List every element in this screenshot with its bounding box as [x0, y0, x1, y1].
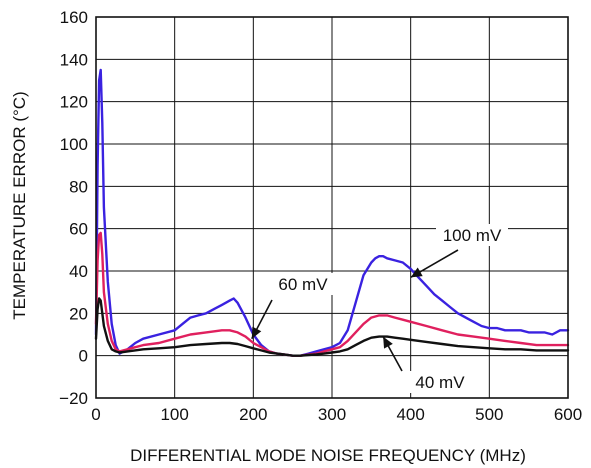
y-axis-title: TEMPERATURE ERROR (°C) [10, 91, 29, 319]
series-lines [94, 68, 570, 357]
y-tick-label: 80 [69, 177, 88, 196]
annotation-arrowhead [251, 326, 262, 339]
y-tick-label: −20 [59, 389, 88, 408]
plot-frame [95, 16, 569, 399]
y-tick-label: 40 [69, 262, 88, 281]
y-tick-label: 120 [60, 93, 88, 112]
x-tick-label: 0 [91, 405, 100, 424]
annotation-background [404, 371, 476, 393]
y-tick-label: 100 [60, 135, 88, 154]
y-tick-label: 20 [69, 304, 88, 323]
tick-labels: 0 100 200 300 400 500 600−20020406080100120140… [59, 8, 582, 424]
y-tick-label: 0 [79, 347, 88, 366]
annotation-background [436, 224, 508, 246]
series-label: 40 mV [415, 373, 465, 392]
series-line-40-mv [94, 297, 570, 357]
y-tick-label: 60 [69, 220, 88, 239]
x-tick-label: 100 [160, 405, 188, 424]
x-axis-title: DIFFERENTIAL MODE NOISE FREQUENCY (MHz) [130, 446, 526, 465]
x-tick-label: 600 [554, 405, 582, 424]
x-tick-label: 200 [239, 405, 267, 424]
annotation-arrowhead [383, 336, 393, 349]
y-tick-label: 140 [60, 50, 88, 69]
series-label: 100 mV [443, 226, 502, 245]
x-tick-label: 300 [318, 405, 346, 424]
annotation-background [267, 273, 339, 295]
annotation-arrowhead [410, 267, 423, 278]
x-tick-label: 400 [396, 405, 424, 424]
x-tick-label: 500 [475, 405, 503, 424]
series-label: 60 mV [278, 275, 328, 294]
y-tick-label: 160 [60, 8, 88, 27]
annotations: 100 mV 60 mV 40 mV [251, 224, 508, 393]
series-line-100-mv [94, 68, 570, 357]
